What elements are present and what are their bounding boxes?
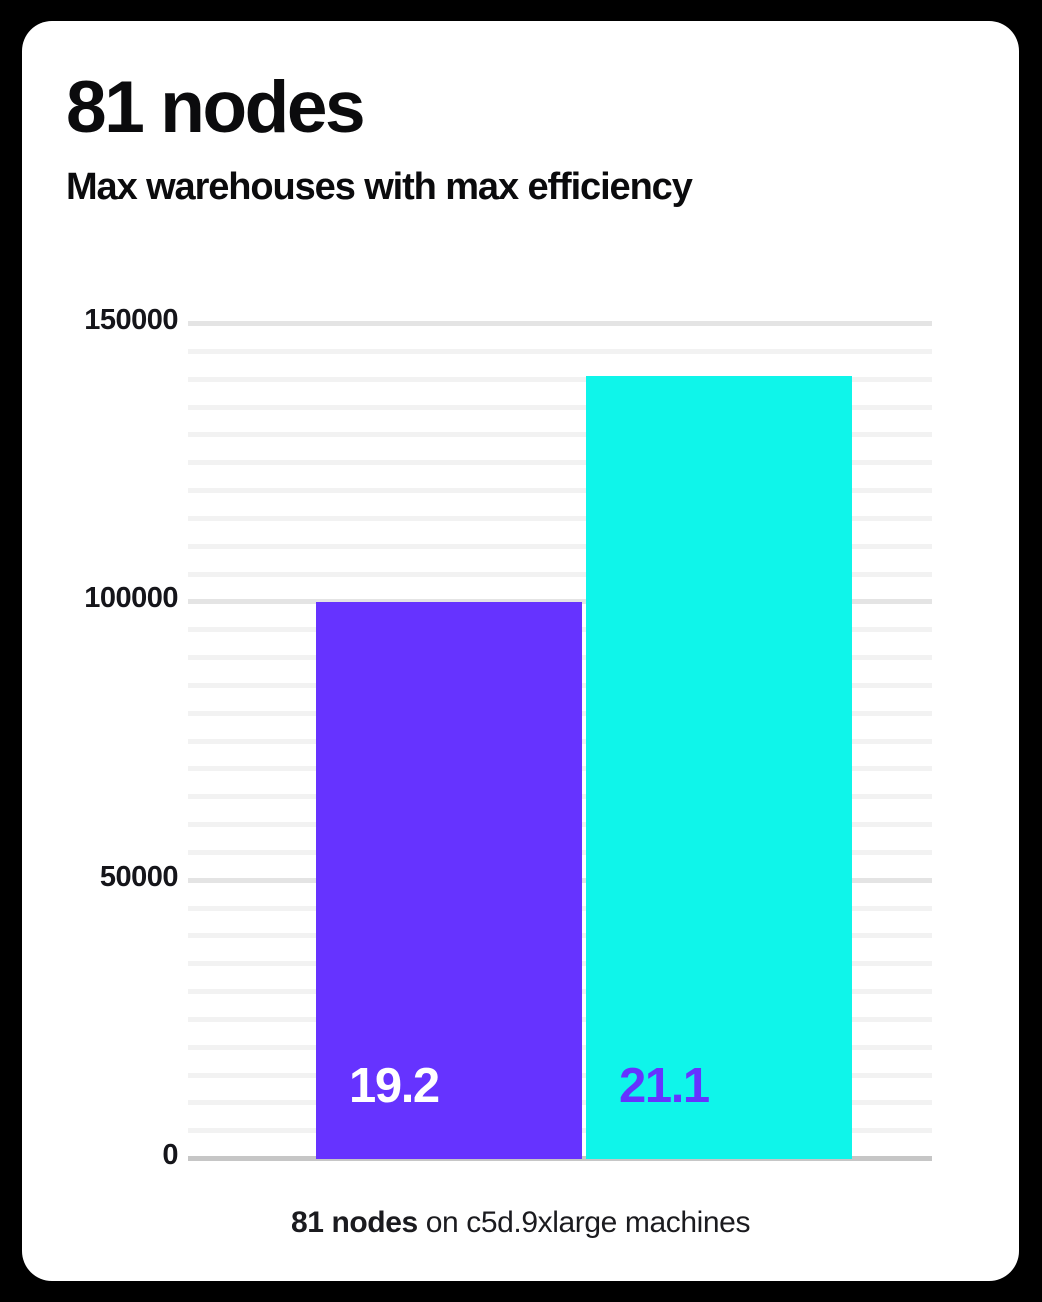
- chart-header: 81 nodes Max warehouses with max efficie…: [66, 71, 966, 208]
- y-axis-tick-label: 50000: [99, 860, 179, 893]
- bar-value-label: 19.2: [349, 1059, 440, 1113]
- chart-subtitle: Max warehouses with max efficiency: [66, 166, 693, 208]
- gridline: [188, 404, 932, 410]
- caption-rest: on c5d.9xlarge machines: [417, 1206, 751, 1239]
- gridline: [188, 348, 932, 354]
- gridline: [188, 488, 932, 493]
- gridline: [188, 571, 932, 577]
- gridline: [188, 599, 932, 605]
- page-title: 81 nodes: [66, 67, 366, 148]
- caption-bold: 81 nodes: [290, 1206, 418, 1239]
- gridline: [188, 543, 932, 549]
- gridline: [188, 376, 932, 382]
- bar[interactable]: 21.1: [586, 375, 852, 1159]
- plot-area: 19.2 21.1: [188, 321, 932, 1161]
- gridline: [188, 460, 932, 466]
- y-axis-tick-label: 150000: [84, 304, 178, 336]
- chart-caption: 81 nodes on c5d.9xlarge machines: [22, 1206, 1019, 1240]
- gridline: [188, 321, 932, 326]
- y-axis-tick-label: 0: [162, 1139, 178, 1171]
- bar-chart: 0 50000 100000 150000 19.2 21.1: [22, 281, 1019, 1181]
- gridline: [188, 515, 932, 521]
- bar[interactable]: 19.2: [316, 602, 582, 1159]
- chart-card: 81 nodes Max warehouses with max efficie…: [22, 21, 1019, 1281]
- y-axis-tick-label: 100000: [84, 582, 178, 615]
- gridline: [188, 432, 932, 438]
- bar-value-label: 21.1: [619, 1059, 710, 1113]
